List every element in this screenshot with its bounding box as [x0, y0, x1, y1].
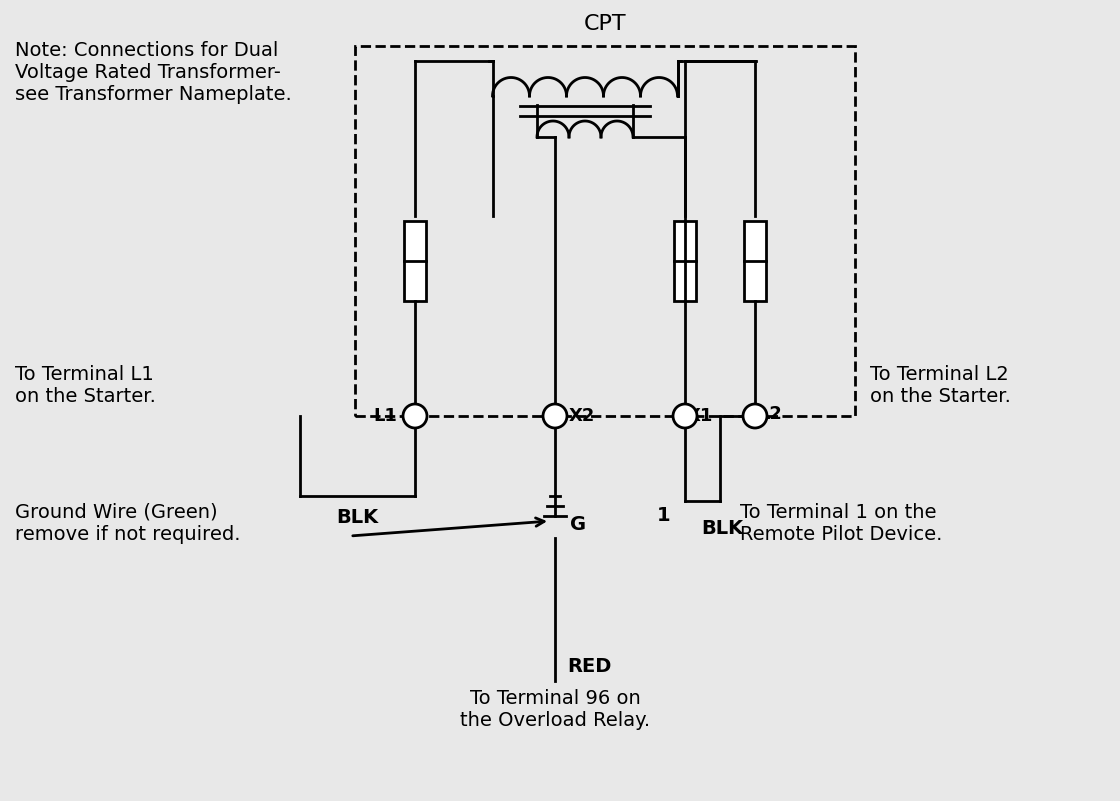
Text: L2: L2 — [758, 405, 782, 423]
Text: X2: X2 — [569, 407, 596, 425]
Text: CPT: CPT — [584, 14, 626, 34]
Text: To Terminal 96 on
the Overload Relay.: To Terminal 96 on the Overload Relay. — [460, 689, 650, 730]
Circle shape — [403, 404, 427, 428]
Text: To Terminal 1 on the
Remote Pilot Device.: To Terminal 1 on the Remote Pilot Device… — [740, 502, 942, 544]
Text: BLK: BLK — [336, 508, 379, 527]
Circle shape — [543, 404, 567, 428]
Bar — [674, 221, 696, 301]
Text: Note: Connections for Dual
Voltage Rated Transformer-
see Transformer Nameplate.: Note: Connections for Dual Voltage Rated… — [15, 41, 291, 104]
Text: X1: X1 — [687, 407, 713, 425]
Text: L1: L1 — [373, 407, 396, 425]
Text: BLK: BLK — [701, 519, 744, 538]
Circle shape — [743, 404, 767, 428]
Bar — [744, 221, 766, 301]
Text: G: G — [570, 514, 586, 533]
Text: To Terminal L2
on the Starter.: To Terminal L2 on the Starter. — [870, 365, 1011, 406]
Text: Ground Wire (Green)
remove if not required.: Ground Wire (Green) remove if not requir… — [15, 502, 241, 544]
Bar — [404, 221, 426, 301]
Circle shape — [673, 404, 697, 428]
Text: RED: RED — [567, 657, 612, 675]
Text: 1: 1 — [656, 506, 670, 525]
Text: To Terminal L1
on the Starter.: To Terminal L1 on the Starter. — [15, 365, 156, 406]
